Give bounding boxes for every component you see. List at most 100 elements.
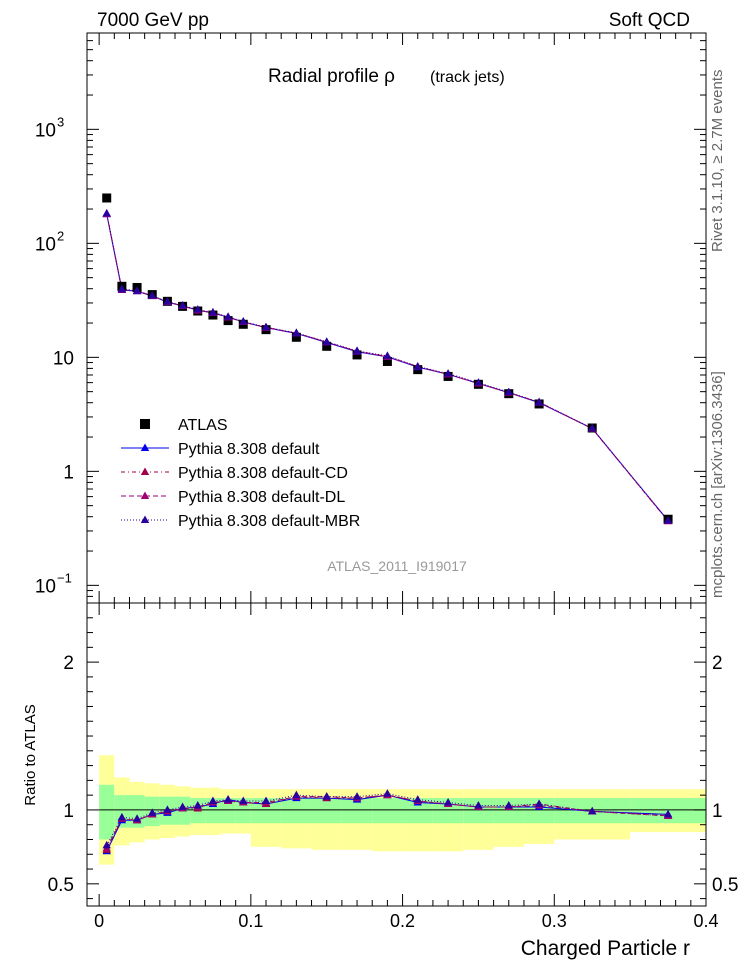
ratio-point-mbr — [534, 799, 544, 808]
ratio-y-tick-label-left: 1 — [63, 801, 74, 822]
ratio-band-inner — [99, 784, 115, 840]
data-point — [352, 350, 362, 360]
series-point-mbr — [223, 312, 233, 320]
plot-title: Radial profile ρ — [268, 66, 395, 87]
y-tick-label: 10 — [35, 120, 56, 141]
ratio-y-tick-label-right: 2 — [712, 653, 723, 674]
ratio-y-label: Ratio to ATLAS — [22, 704, 39, 805]
ratio-line-dl — [106, 794, 669, 849]
rivet-label: Rivet 3.1.10, ≥ 2.7M events — [709, 70, 726, 253]
y-tick-label: 10 — [35, 576, 56, 597]
ratio-band-inner — [281, 798, 312, 824]
ratio-y-tick-label-left: 2 — [63, 653, 74, 674]
series-point-mbr — [178, 300, 187, 309]
legend-marker-cd — [140, 467, 150, 475]
ratio-point-mbr — [117, 812, 127, 821]
ratio-point-mbr — [663, 809, 673, 818]
y-tick-label: 10 — [53, 348, 74, 369]
ratio-y-tick-label-left: 0.5 — [48, 875, 74, 896]
series-line-dl — [106, 213, 669, 522]
x-tick-label: 0.4 — [693, 911, 718, 931]
ratio-point-mbr — [163, 805, 172, 813]
legend-marker-data — [140, 419, 150, 429]
ratio-point-mbr — [148, 808, 157, 816]
x-tick-label: 0.1 — [238, 911, 263, 931]
legend-label: Pythia 8.308 default — [178, 441, 320, 458]
legend-label: Pythia 8.308 default-MBR — [178, 513, 360, 530]
ratio-point-mbr — [588, 806, 597, 815]
ratio-point-mbr — [352, 792, 362, 800]
ratio-point-mbr — [102, 840, 111, 849]
series-point-mbr — [443, 369, 453, 377]
series-point-mbr — [474, 378, 483, 386]
legend: ATLAS Pythia 8.308 default Pythia 8.308 de… — [121, 417, 360, 530]
ratio-point-mbr — [178, 802, 187, 810]
series-point-mbr — [117, 284, 127, 292]
series-point-mbr — [239, 317, 248, 325]
x-tick-label: 0.2 — [390, 911, 415, 931]
legend-marker-dl — [140, 491, 150, 499]
ratio-frame — [86, 602, 707, 907]
series-point-mbr — [534, 397, 544, 406]
ratio-point-mbr — [443, 798, 453, 806]
y-tick-label: 10 — [35, 234, 56, 255]
y-tick-label-exponent: 2 — [57, 228, 64, 243]
series-point-mbr — [413, 362, 422, 370]
mcplots-label: mcplots.cern.ch [arXiv:1306.3436] — [709, 371, 726, 598]
ratio-point-mbr — [132, 814, 142, 822]
data-point — [382, 356, 392, 366]
ratio-point-mbr — [292, 790, 301, 799]
ratio-point-mbr — [208, 796, 218, 805]
plot-subtitle: (track jets) — [430, 69, 505, 86]
series-point-mbr — [193, 305, 202, 313]
y-tick-label-exponent: 3 — [57, 114, 64, 129]
series-point-mbr — [208, 307, 218, 316]
data-point — [291, 332, 301, 342]
ratio-band-inner — [372, 798, 403, 824]
legend-marker-default — [140, 443, 150, 451]
data-point — [223, 316, 233, 326]
y-tick-label: 1 — [63, 462, 74, 483]
ratio-point-mbr — [261, 796, 271, 805]
legend-label: Pythia 8.308 default-DL — [178, 489, 345, 506]
series-point-mbr — [352, 346, 362, 354]
ratio-y-tick-label-right: 1 — [712, 801, 723, 822]
series-line-mbr — [106, 213, 669, 521]
y-tick-label-exponent: −1 — [57, 570, 72, 585]
ratio-point-mbr — [322, 792, 331, 800]
header-left: 7000 GeV pp — [97, 10, 209, 31]
series-point-mbr — [663, 516, 673, 524]
x-tick-label: 0 — [94, 911, 104, 931]
ratio-band-inner — [220, 798, 236, 824]
series-point-mbr — [148, 291, 157, 299]
ratio-band-inner — [311, 798, 342, 824]
ratio-point-mbr — [239, 796, 248, 805]
ratio-point-mbr — [474, 800, 483, 809]
ratio-band-inner — [114, 795, 130, 828]
ratio-point-mbr — [223, 795, 233, 803]
series-point-mbr — [383, 351, 392, 359]
series-point-mbr — [102, 208, 111, 217]
ratio-point-mbr — [504, 800, 513, 809]
series-point-mbr — [322, 337, 331, 345]
ratio-band-inner — [235, 798, 251, 824]
series-point-mbr — [588, 423, 597, 432]
ratio-point-mbr — [193, 800, 202, 809]
legend-label: Pythia 8.308 default-CD — [178, 465, 348, 482]
ratio-point-mbr — [383, 789, 392, 797]
legend-label: ATLAS — [178, 417, 228, 434]
ratio-panel — [99, 755, 706, 865]
analysis-label: ATLAS_2011_I919017 — [327, 558, 467, 574]
series-point-mbr — [132, 286, 142, 294]
ratio-point-mbr — [413, 795, 422, 803]
series-point-mbr — [292, 328, 301, 336]
series-point-mbr — [163, 297, 172, 305]
x-tick-label: 0.3 — [542, 911, 567, 931]
series-point-mbr — [261, 322, 271, 331]
x-axis-label: Charged Particle r — [521, 937, 690, 960]
legend-marker-mbr — [140, 515, 150, 523]
ratio-y-tick-label-right: 0.5 — [712, 875, 738, 896]
series-point-mbr — [504, 387, 513, 396]
data-point — [102, 193, 112, 203]
